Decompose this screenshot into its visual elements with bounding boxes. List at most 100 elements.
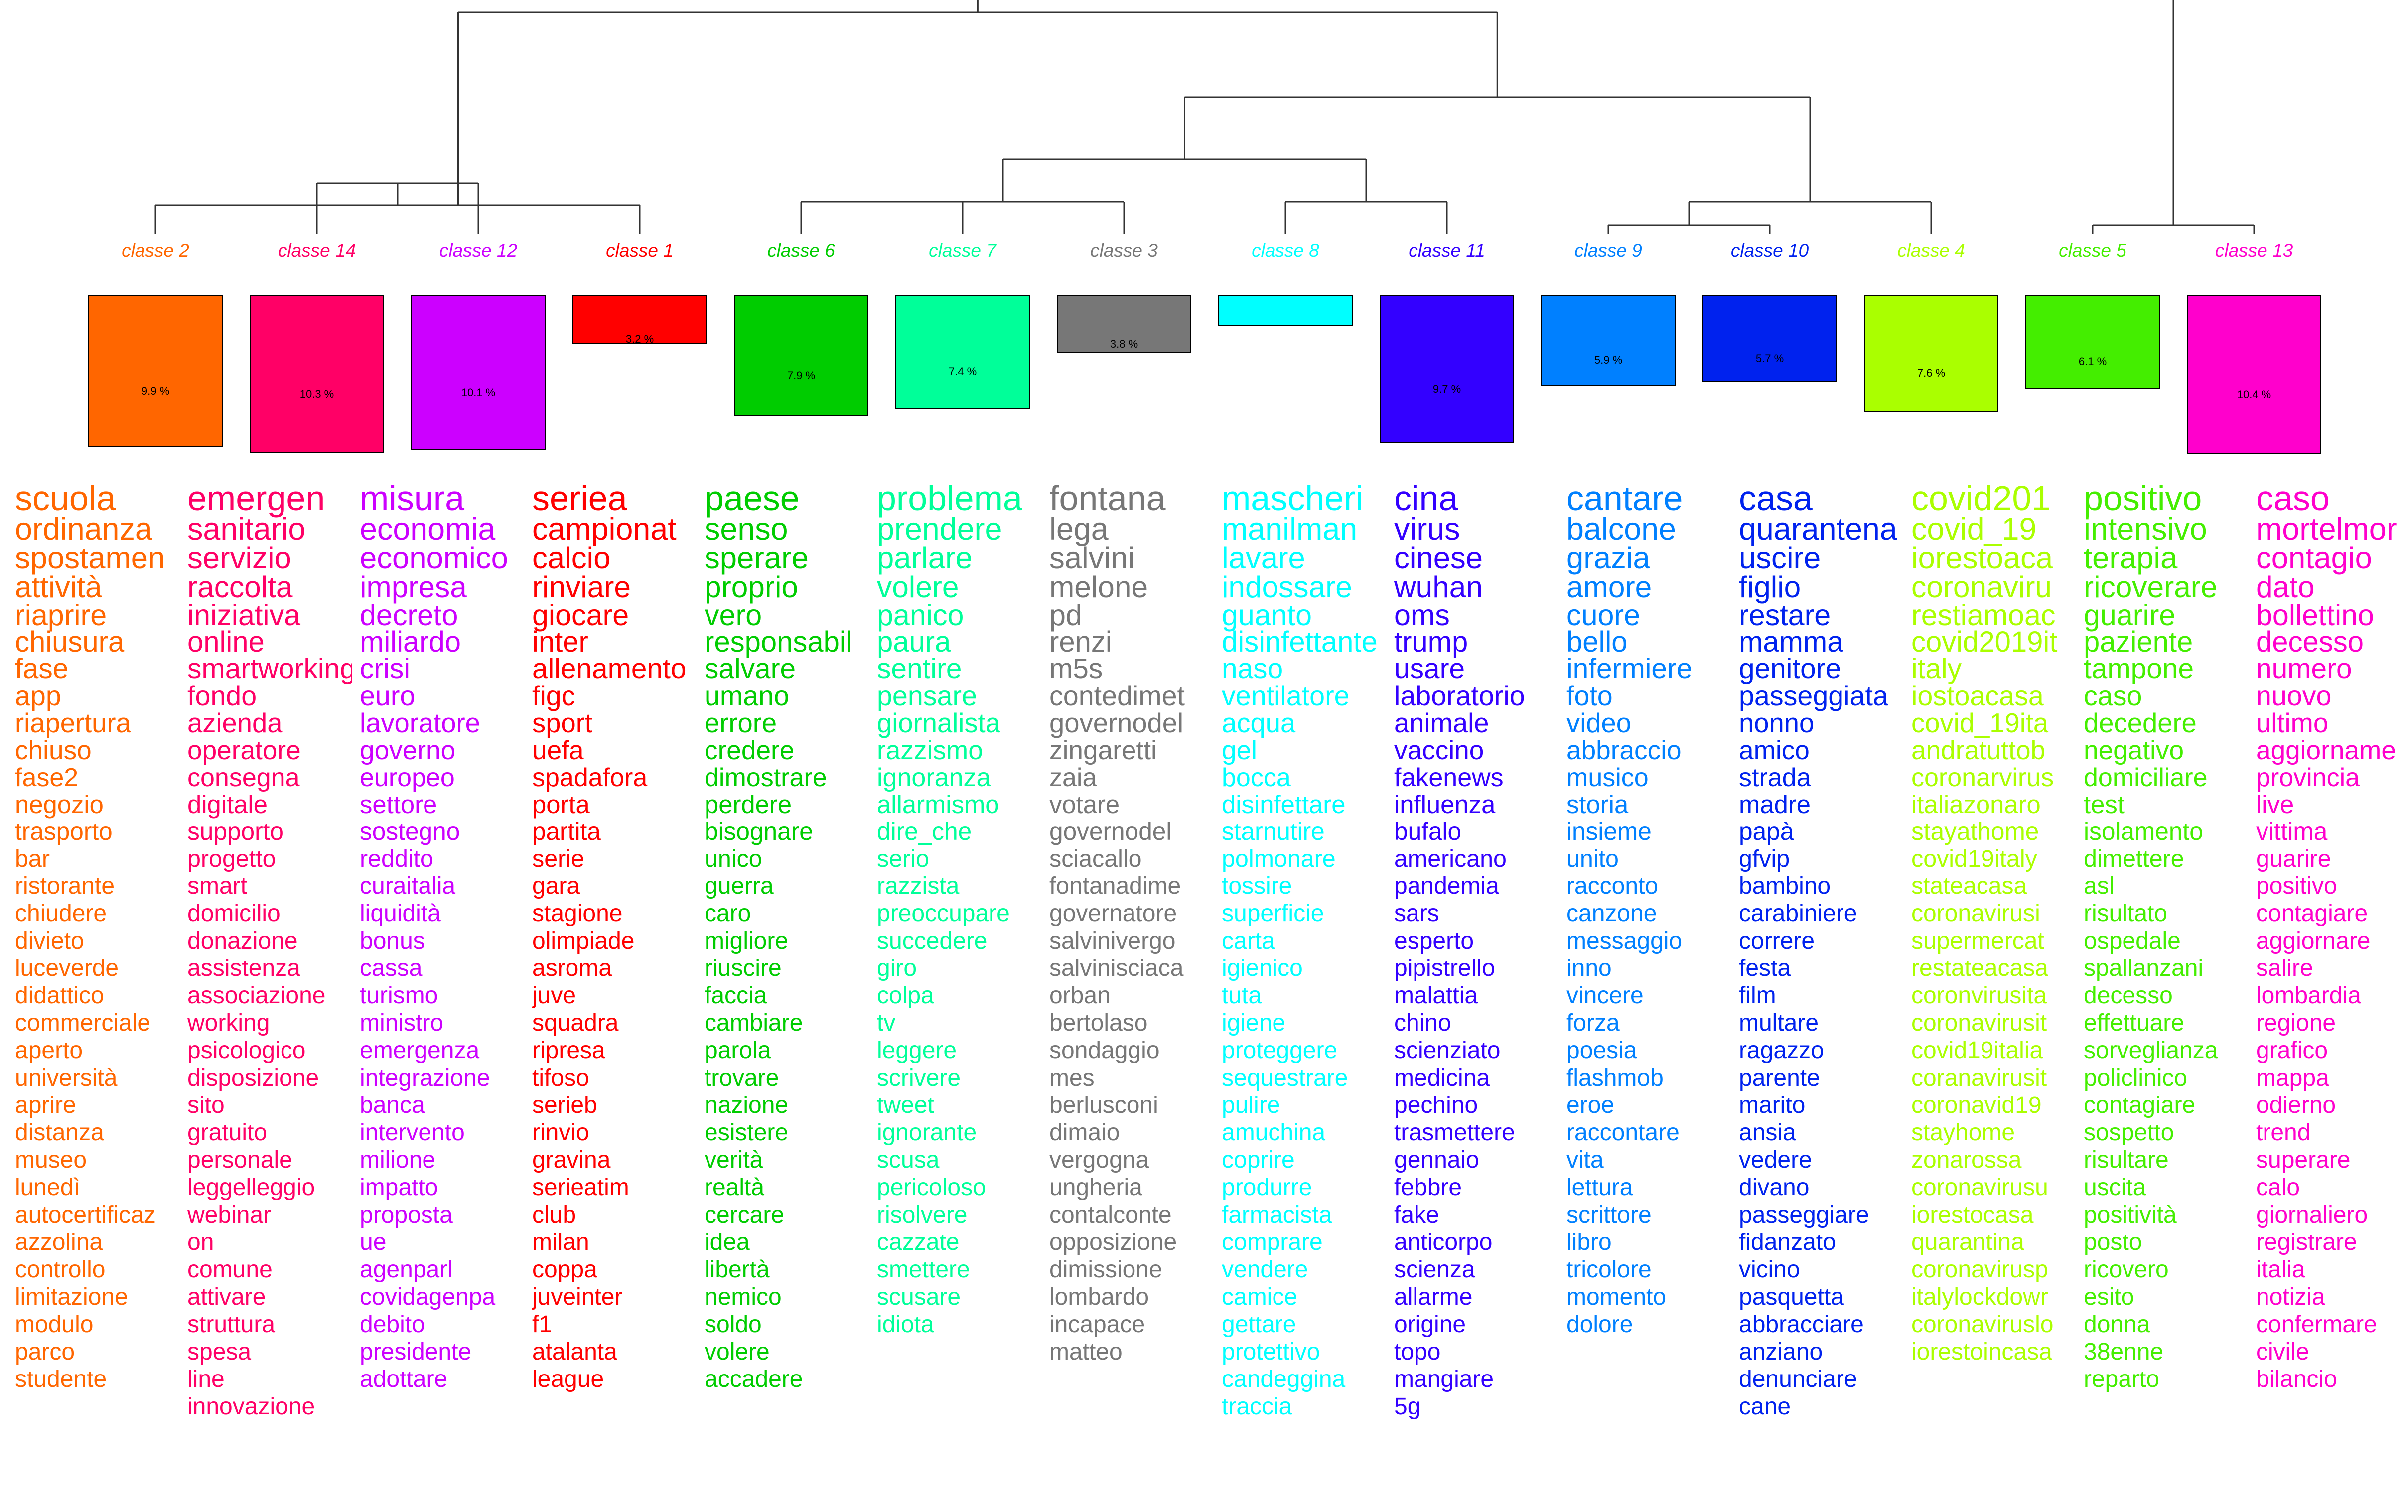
class-word: juveinter: [532, 1284, 623, 1311]
class-word: sperare: [705, 541, 809, 575]
class-word: calcio: [532, 541, 611, 575]
class-word: allarmismo: [877, 790, 999, 819]
class-word: didattico: [15, 982, 104, 1009]
class-word: vittima: [2256, 818, 2328, 846]
class-word: manilman: [1222, 511, 1358, 547]
class-word: parlare: [877, 541, 973, 575]
class-word: coronavirusi: [1911, 900, 2040, 927]
class-word: amico: [1739, 736, 1810, 766]
class-word: lunedì: [15, 1174, 80, 1201]
class-word: origine: [1394, 1311, 1466, 1338]
class-word: modulo: [15, 1311, 94, 1338]
class-word: poesia: [1566, 1037, 1637, 1064]
class-word: iorestocasa: [1911, 1202, 2034, 1229]
class-word: sentire: [877, 653, 962, 685]
class-word: rinviare: [532, 569, 631, 604]
class-word: decesso: [2084, 982, 2173, 1009]
class-word: vaccino: [1394, 736, 1484, 766]
class-word: porta: [532, 790, 590, 819]
class-size-box: [895, 295, 1030, 409]
class-word: bambino: [1739, 873, 1831, 900]
class-word: debito: [360, 1311, 425, 1338]
class-word: curaitalia: [360, 873, 456, 900]
class-word: vergogna: [1049, 1147, 1149, 1174]
class-word: lettura: [1566, 1174, 1633, 1201]
class-word: pulire: [1222, 1092, 1280, 1119]
class-word: positivo: [2084, 481, 2202, 518]
class-word: eroe: [1566, 1092, 1615, 1119]
class-word: europeo: [360, 763, 455, 793]
class-word: servizio: [187, 541, 291, 575]
class-word: senso: [705, 511, 788, 547]
class-word: contagiare: [2084, 1092, 2196, 1119]
class-word: settore: [360, 790, 437, 819]
class-word: musico: [1566, 763, 1649, 793]
class-word: vero: [705, 598, 762, 632]
class-word: disposizione: [187, 1065, 319, 1092]
class-word: camice: [1222, 1284, 1298, 1311]
class-word: vendere: [1222, 1256, 1308, 1283]
class-word: anticorpo: [1394, 1229, 1493, 1256]
class-word: iorestoaca: [1911, 541, 2053, 575]
class-word: zaia: [1049, 763, 1097, 793]
class-word: posto: [2084, 1229, 2142, 1256]
class-word: ricovero: [2084, 1256, 2169, 1283]
class-word: serie: [532, 845, 584, 873]
word-column: seriea campionat calcio rinviare giocare inte…: [532, 481, 697, 1502]
class-word: vedere: [1739, 1147, 1812, 1174]
class-word: distanza: [15, 1119, 104, 1146]
class-word: guarire: [2256, 845, 2331, 873]
class-word: influenza: [1394, 790, 1496, 819]
class-word: polmonare: [1222, 845, 1336, 873]
class-size-box: [1864, 295, 1998, 412]
class-word: superficie: [1222, 900, 1324, 927]
class-word: risultato: [2084, 900, 2168, 927]
class-word: abbracciare: [1739, 1311, 1864, 1338]
class-word: contalconte: [1049, 1202, 1172, 1229]
word-column: caso mortelmor contagio dato bollettino deces…: [2256, 481, 2408, 1502]
class-size-box: [572, 295, 707, 344]
class-label: classe 8: [1252, 240, 1319, 261]
class-word: banca: [360, 1092, 425, 1119]
class-word: andratuttob: [1911, 736, 2046, 766]
class-word: scienziato: [1394, 1037, 1501, 1064]
class-word: attività: [15, 569, 102, 604]
class-word: coronavirusu: [1911, 1174, 2048, 1201]
class-word: fontana: [1049, 481, 1166, 518]
class-percent: 10.4 %: [2237, 388, 2271, 401]
class-percent: 3.2 %: [625, 333, 654, 345]
class-word: ansia: [1739, 1119, 1796, 1146]
class-word: cambiare: [705, 1010, 803, 1037]
class-word: covid19italy: [1911, 845, 2037, 873]
class-word: trend: [2256, 1119, 2311, 1146]
class-word: gettare: [1222, 1311, 1296, 1338]
class-word: italylockdowr: [1911, 1284, 2048, 1311]
class-label: classe 12: [439, 240, 518, 261]
class-word: commerciale: [15, 1010, 151, 1037]
class-word: digitale: [187, 790, 268, 819]
class-word: gara: [532, 873, 580, 900]
class-word: serio: [877, 845, 929, 873]
class-word: scusa: [877, 1147, 940, 1174]
class-word: fake: [1394, 1202, 1439, 1229]
class-word: governodel: [1049, 708, 1184, 739]
class-word: vicino: [1739, 1256, 1800, 1283]
class-word: unico: [705, 845, 762, 873]
class-word: smart: [187, 873, 247, 900]
class-word: donna: [2084, 1311, 2150, 1338]
class-word: allenamento: [532, 653, 687, 685]
class-word: proprio: [705, 569, 798, 604]
class-word: ue: [360, 1229, 387, 1256]
class-word: covid_19: [1911, 511, 2037, 547]
class-word: chiusura: [15, 626, 125, 659]
class-word: animale: [1394, 708, 1489, 739]
class-word: bertolaso: [1049, 1010, 1148, 1037]
class-word: succedere: [877, 928, 988, 955]
class-word: spallanzani: [2084, 955, 2204, 982]
class-word: nazione: [705, 1092, 789, 1119]
class-word: psicologico: [187, 1037, 306, 1064]
class-word: emergen: [187, 481, 325, 518]
class-word: reparto: [2084, 1366, 2160, 1393]
class-word: serieb: [532, 1092, 597, 1119]
class-word: candeggina: [1222, 1366, 1346, 1393]
